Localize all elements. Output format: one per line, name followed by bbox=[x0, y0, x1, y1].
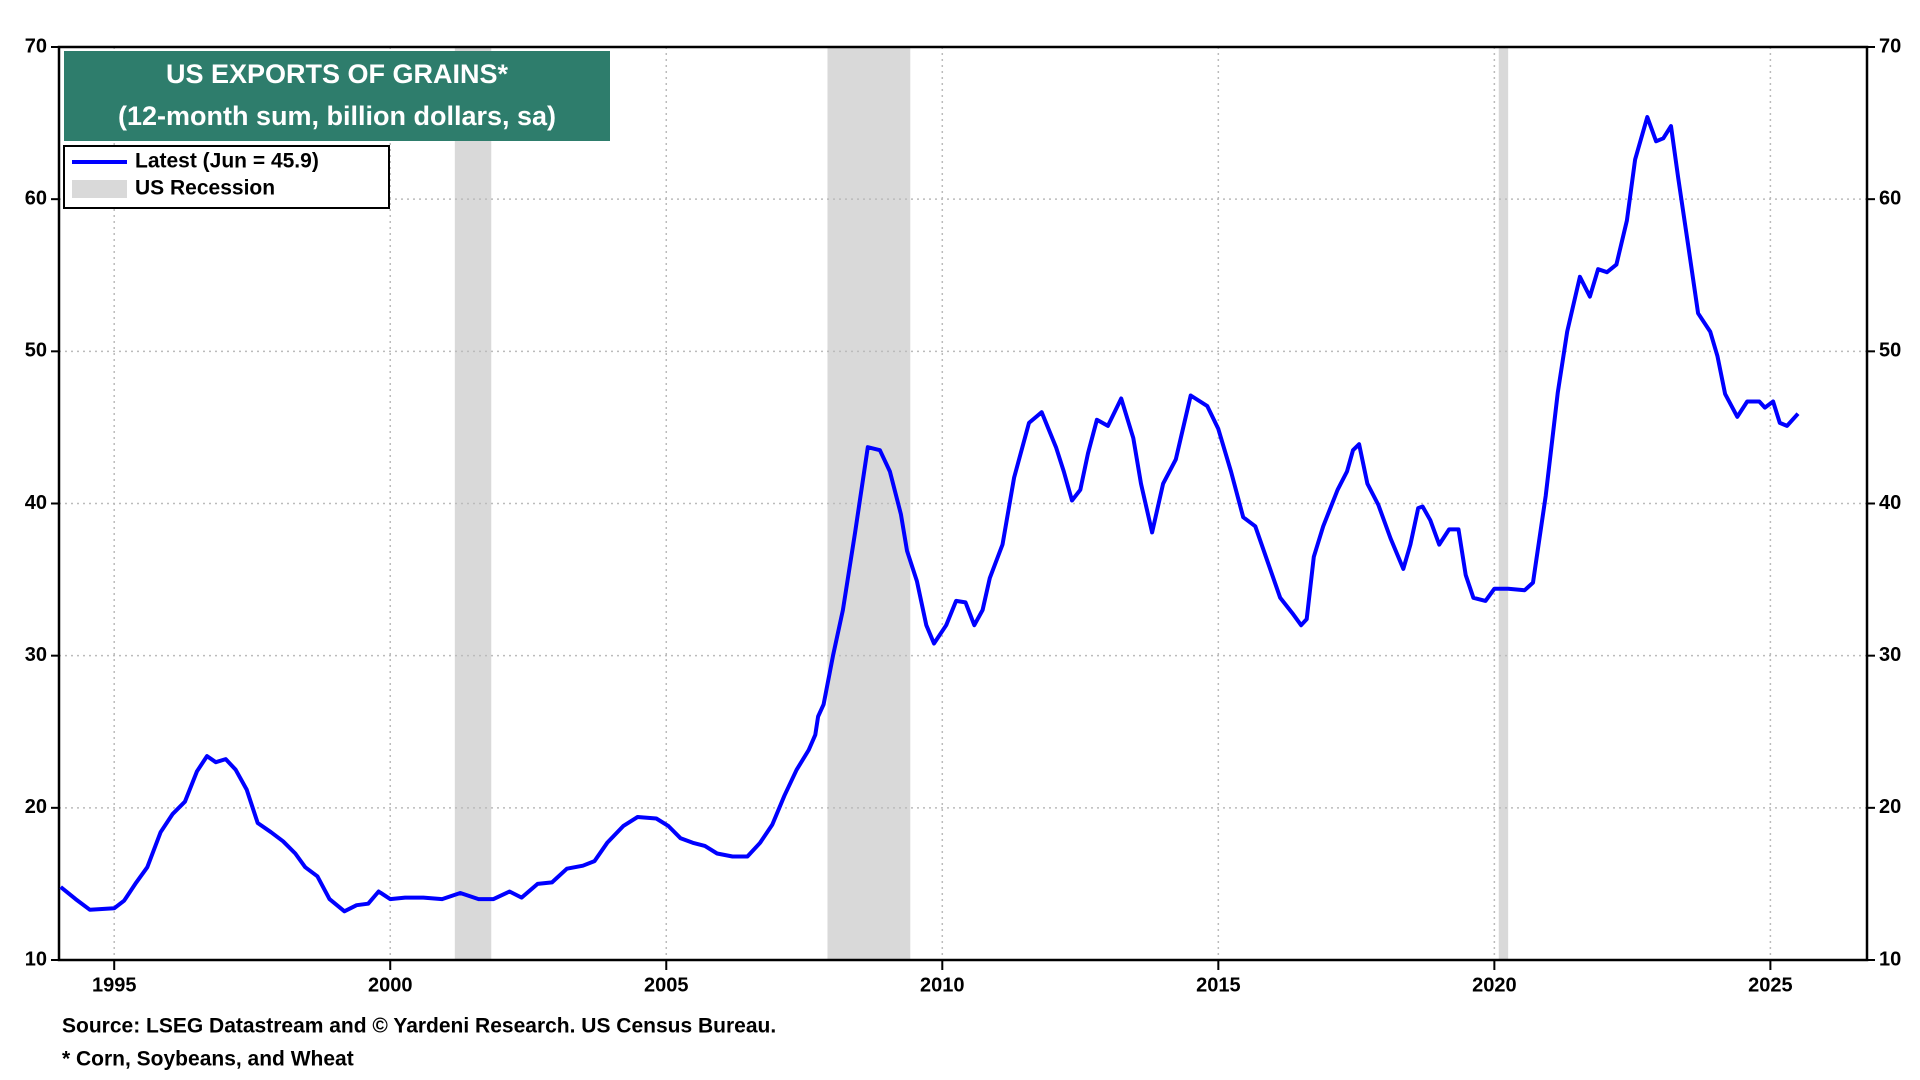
y-tick-label: 50 bbox=[25, 340, 47, 362]
x-tick-label: 2000 bbox=[368, 974, 413, 996]
y2-tick-label: 20 bbox=[1879, 796, 1901, 818]
x-tick-label: 2005 bbox=[644, 974, 689, 996]
legend-label: US Recession bbox=[135, 177, 275, 200]
legend-swatch bbox=[72, 180, 127, 198]
data-line bbox=[59, 115, 1800, 914]
y2-tick-label: 40 bbox=[1879, 492, 1901, 514]
legend-label: Latest (Jun = 45.9) bbox=[135, 150, 319, 173]
x-tick-label: 2020 bbox=[1472, 974, 1517, 996]
legend-box bbox=[63, 145, 390, 209]
x-tick-label: 2015 bbox=[1196, 974, 1241, 996]
source-note: Source: LSEG Datastream and © Yardeni Re… bbox=[62, 1015, 776, 1038]
x-tick-label: 2025 bbox=[1748, 974, 1793, 996]
y2-tick-label: 60 bbox=[1879, 187, 1901, 209]
y-tick-label: 70 bbox=[25, 35, 47, 57]
y-tick-label: 40 bbox=[25, 492, 47, 514]
title-box bbox=[64, 51, 610, 141]
y2-tick-label: 50 bbox=[1879, 340, 1901, 362]
y-tick-label: 30 bbox=[25, 644, 47, 666]
y2-tick-label: 10 bbox=[1879, 948, 1901, 970]
chart-title: US EXPORTS OF GRAINS* bbox=[166, 59, 509, 89]
y2-tick-label: 70 bbox=[1879, 35, 1901, 57]
x-tick-label: 2010 bbox=[920, 974, 965, 996]
y-tick-label: 10 bbox=[25, 948, 47, 970]
y2-tick-label: 30 bbox=[1879, 644, 1901, 666]
recession-band bbox=[1498, 47, 1509, 960]
y-tick-label: 20 bbox=[25, 796, 47, 818]
y-tick-label: 60 bbox=[25, 187, 47, 209]
plot-frame bbox=[57, 45, 1869, 962]
chart-subtitle: (12-month sum, billion dollars, sa) bbox=[118, 101, 556, 131]
footnote: * Corn, Soybeans, and Wheat bbox=[62, 1048, 354, 1071]
x-tick-label: 1995 bbox=[92, 974, 137, 996]
